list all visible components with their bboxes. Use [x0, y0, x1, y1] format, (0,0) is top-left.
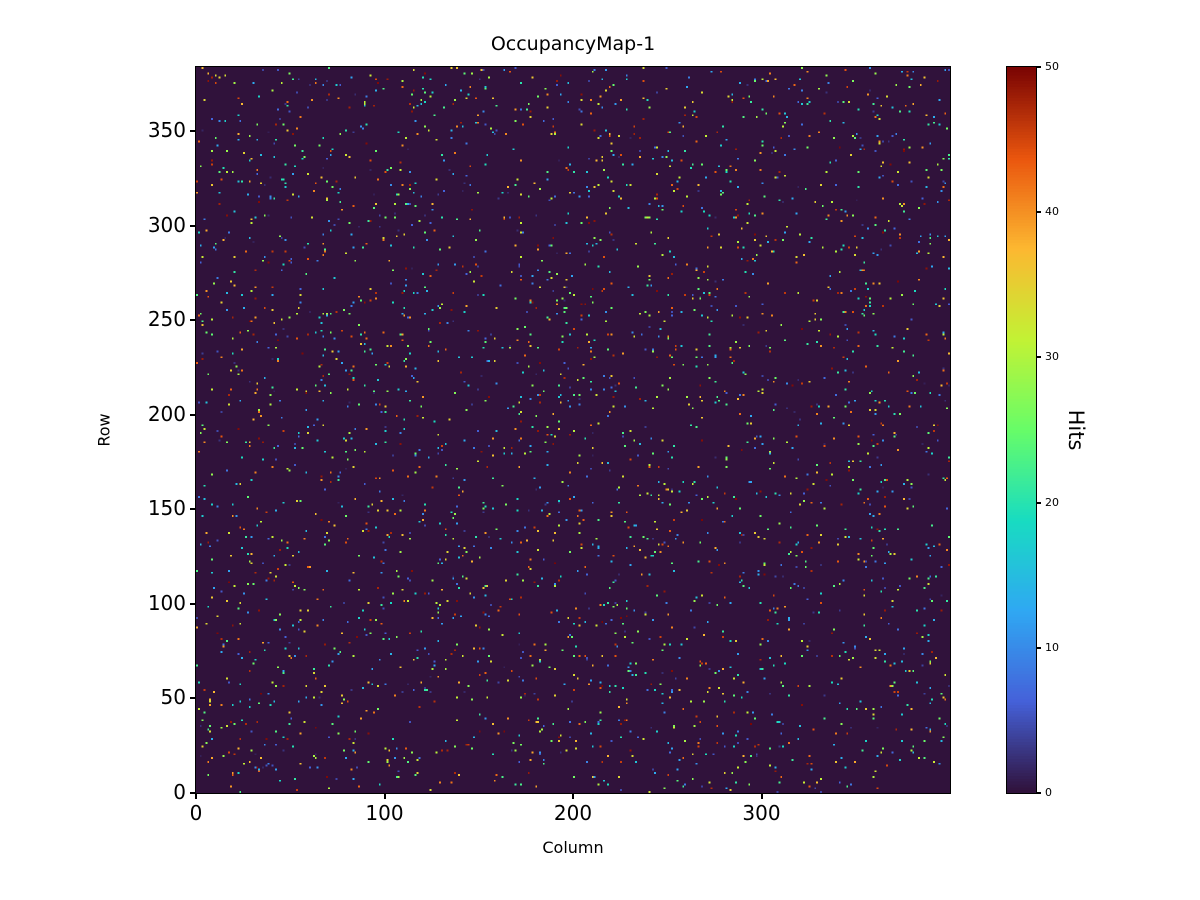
x-tick-mark	[195, 794, 197, 799]
y-tick-label: 200	[147, 401, 186, 426]
y-tick-mark	[190, 602, 195, 605]
colorbar-tick-mark	[1037, 792, 1041, 794]
y-tick-mark	[190, 792, 195, 794]
colorbar-tick-label: 50	[1045, 60, 1059, 73]
x-tick-label: 100	[365, 801, 404, 825]
x-tick-mark	[760, 794, 763, 799]
y-tick-mark	[190, 508, 195, 511]
plot-area	[195, 66, 951, 794]
y-tick-label: 300	[147, 212, 186, 237]
y-tick-mark	[190, 130, 195, 133]
colorbar	[1006, 66, 1037, 794]
x-tick-label: 200	[553, 801, 593, 825]
colorbar-tick-label: 40	[1045, 205, 1059, 219]
colorbar-tick-mark	[1037, 66, 1041, 68]
y-tick-label: 350	[147, 118, 186, 143]
colorbar-tick-mark	[1037, 356, 1041, 359]
colorbar-label: Hits	[1064, 409, 1088, 451]
chart-title: OccupancyMap-1	[490, 33, 656, 55]
y-tick-label: 150	[147, 496, 186, 521]
y-tick-label: 50	[160, 685, 186, 710]
y-tick-mark	[190, 413, 195, 416]
heatmap-canvas	[196, 67, 950, 793]
x-axis-label: Column	[542, 838, 604, 857]
colorbar-tick-mark	[1037, 501, 1041, 504]
colorbar-tick-label: 30	[1045, 350, 1059, 364]
y-tick-label: 0	[173, 780, 186, 804]
colorbar-tick-label: 20	[1045, 495, 1059, 509]
y-tick-label: 100	[147, 590, 186, 615]
colorbar-canvas	[1007, 67, 1036, 793]
colorbar-tick-label: 10	[1045, 640, 1059, 654]
colorbar-tick-mark	[1037, 646, 1041, 649]
y-tick-mark	[190, 319, 195, 322]
colorbar-tick-mark	[1037, 211, 1041, 214]
y-tick-mark	[190, 697, 195, 700]
x-tick-label: 0	[189, 801, 203, 825]
x-tick-mark	[572, 794, 574, 799]
colorbar-tick-label: 0	[1045, 786, 1052, 799]
x-tick-label: 300	[742, 801, 781, 825]
y-tick-mark	[190, 224, 195, 227]
y-tick-label: 250	[147, 307, 186, 332]
x-tick-mark	[383, 794, 386, 799]
